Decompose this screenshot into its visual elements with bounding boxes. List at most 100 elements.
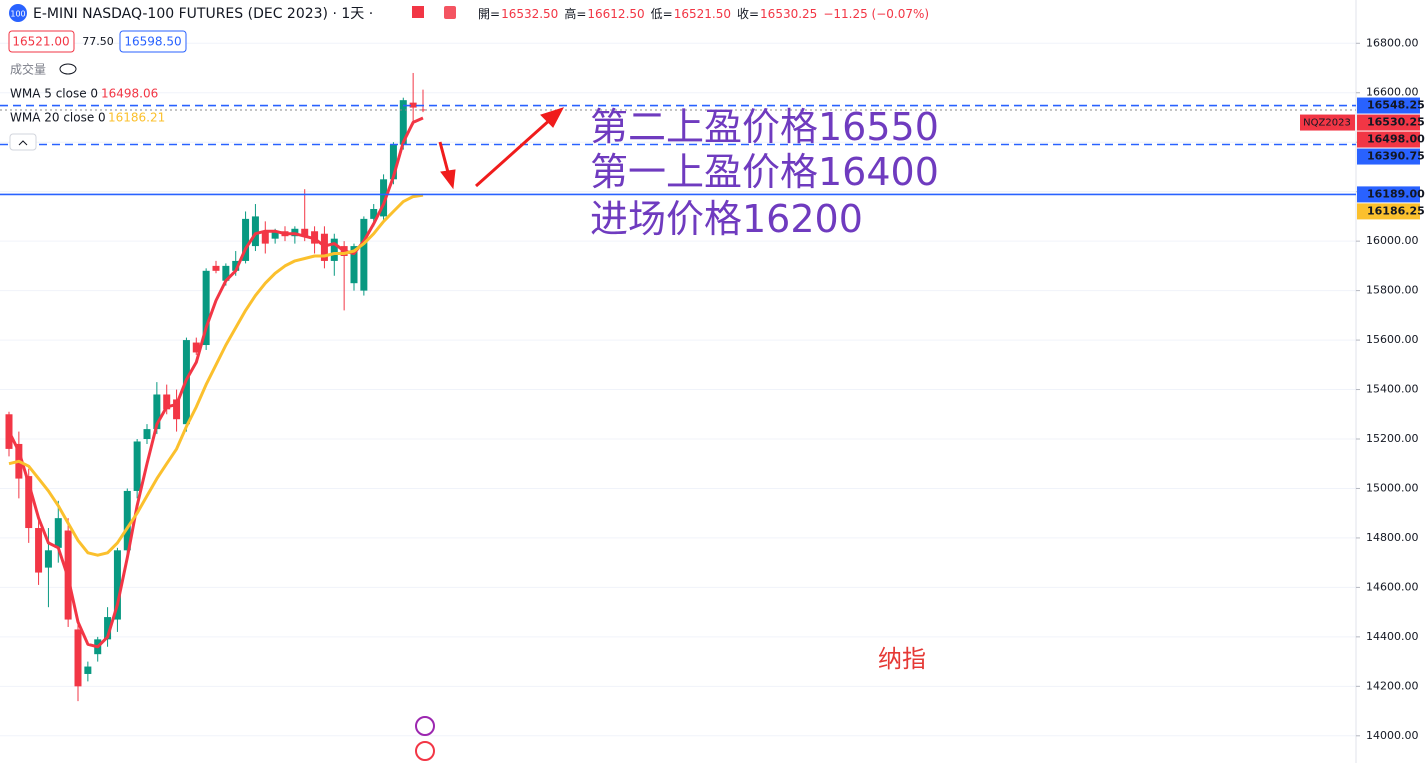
candle-body — [25, 476, 33, 529]
annotation: 第一上盈价格16400 — [590, 150, 939, 194]
candle-body — [143, 429, 151, 440]
candle-body — [360, 218, 368, 291]
candle-body — [409, 102, 417, 108]
price-badge — [1357, 148, 1420, 165]
price-badge — [1357, 186, 1420, 203]
price-badge-label: 16390.75 — [1367, 150, 1425, 163]
candle-body — [74, 629, 82, 687]
legend-value: 16498.06 — [101, 87, 158, 101]
eye-icon[interactable] — [59, 63, 77, 75]
symbol-badge: 100 — [10, 10, 25, 19]
y-tick-label: 15400.00 — [1366, 383, 1419, 396]
collapse-button[interactable] — [9, 133, 37, 151]
buy-button[interactable] — [119, 30, 187, 53]
candle-body — [113, 550, 121, 620]
price-badge-label: 16498.00 — [1367, 133, 1425, 146]
plot — [0, 72, 1356, 702]
candle-body — [133, 441, 141, 491]
y-tick-label: 15200.00 — [1366, 432, 1419, 445]
ohlc: 開= 16532.50 高= 16612.50 低= 16521.50 收= 16530.25… — [478, 6, 929, 21]
timer-icon[interactable] — [444, 6, 456, 19]
candle-body — [44, 550, 52, 568]
annotation: 第二上盈价格16550 — [590, 105, 939, 149]
ohlc-value: 16612.50 — [587, 7, 644, 21]
candle-body — [399, 100, 407, 145]
y-tick-label: 14800.00 — [1366, 531, 1419, 544]
candle-body — [123, 490, 131, 551]
buy-price: 16598.50 — [124, 35, 181, 49]
legend-name: WMA 5 close 0 — [10, 87, 98, 101]
y-tick-label: 16800.00 — [1366, 36, 1419, 49]
candle-body — [35, 528, 43, 573]
candle-body — [232, 260, 240, 271]
price-badge-label: 16530.25 — [1367, 116, 1425, 129]
candle-body — [173, 399, 181, 420]
candle-body — [261, 231, 269, 244]
candle-body — [242, 218, 250, 261]
candle-body — [419, 109, 427, 111]
arrow-head — [440, 169, 456, 190]
candle-body — [350, 246, 358, 284]
legend-name: WMA 20 close 0 — [10, 111, 106, 125]
spread: 77.50 — [82, 35, 114, 48]
ohlc-change: −11.25 (−0.07%) — [823, 7, 929, 21]
grid — [0, 42, 1356, 737]
sell-price: 16521.00 — [12, 35, 69, 49]
title: E-MINI NASDAQ-100 FUTURES (DEC 2023) · 1… — [33, 6, 373, 22]
price-badge-label: 16189.00 — [1367, 187, 1425, 200]
ohlc-label: 高= — [564, 6, 586, 21]
y-tick-label: 14000.00 — [1366, 729, 1419, 742]
candle-body — [370, 208, 378, 219]
candle-body — [202, 270, 210, 346]
symbol-tag-label: NQZ2023 — [1303, 118, 1351, 129]
note: 纳指 — [878, 645, 926, 673]
candle-body — [163, 394, 171, 410]
event-icon[interactable] — [415, 741, 435, 761]
candle-body — [330, 238, 338, 261]
arrow — [474, 116, 554, 188]
y-tick-label: 15800.00 — [1366, 284, 1419, 297]
ohlc-label: 開= — [478, 7, 500, 21]
candle-body — [222, 265, 230, 281]
sell-button[interactable] — [8, 30, 75, 53]
candle-body — [84, 666, 92, 674]
volume-label: 成交量 — [10, 62, 46, 77]
symbol-icon[interactable] — [9, 4, 27, 22]
flag-icon[interactable] — [412, 6, 424, 18]
candle-body — [54, 518, 62, 548]
candle-body — [271, 231, 279, 239]
ohlc-value: 16532.50 — [501, 7, 558, 21]
candle-body — [104, 617, 112, 640]
ohlc-label: 低= — [651, 7, 673, 21]
annotation: 进场价格16200 — [590, 197, 863, 241]
candle-body — [251, 216, 259, 247]
candle-body — [380, 179, 388, 217]
price-badge-label: 16548.25 — [1367, 99, 1425, 112]
price-badge-label: 16186.25 — [1367, 204, 1425, 217]
wma-line — [7, 116, 424, 649]
wma-line — [8, 193, 424, 557]
price-axis: 14000.00 14200.00 14400.00 14600.00 14800.00… — [1300, 36, 1425, 742]
event-icon[interactable] — [415, 716, 435, 736]
symbol-tag — [1300, 114, 1355, 131]
ohlc-value: 16530.25 — [760, 7, 817, 21]
candle-body — [153, 394, 161, 430]
ohlc-value: 16521.50 — [674, 7, 731, 21]
y-tick-label: 15000.00 — [1366, 481, 1419, 494]
collapse-icon — [18, 140, 28, 146]
candle-body — [5, 414, 13, 449]
y-tick-label: 14200.00 — [1366, 679, 1419, 692]
ohlc-label: 收= — [737, 7, 759, 21]
candle-body — [212, 265, 220, 271]
candle-body — [192, 342, 200, 353]
y-tick-label: 14400.00 — [1366, 630, 1419, 643]
candle-body — [389, 144, 397, 180]
legend-value: 16186.21 — [108, 111, 165, 125]
price-badge — [1357, 114, 1420, 131]
y-tick-label: 16000.00 — [1366, 234, 1419, 247]
price-badge — [1357, 203, 1420, 220]
y-tick-label: 15600.00 — [1366, 333, 1419, 346]
arrows — [438, 107, 565, 190]
